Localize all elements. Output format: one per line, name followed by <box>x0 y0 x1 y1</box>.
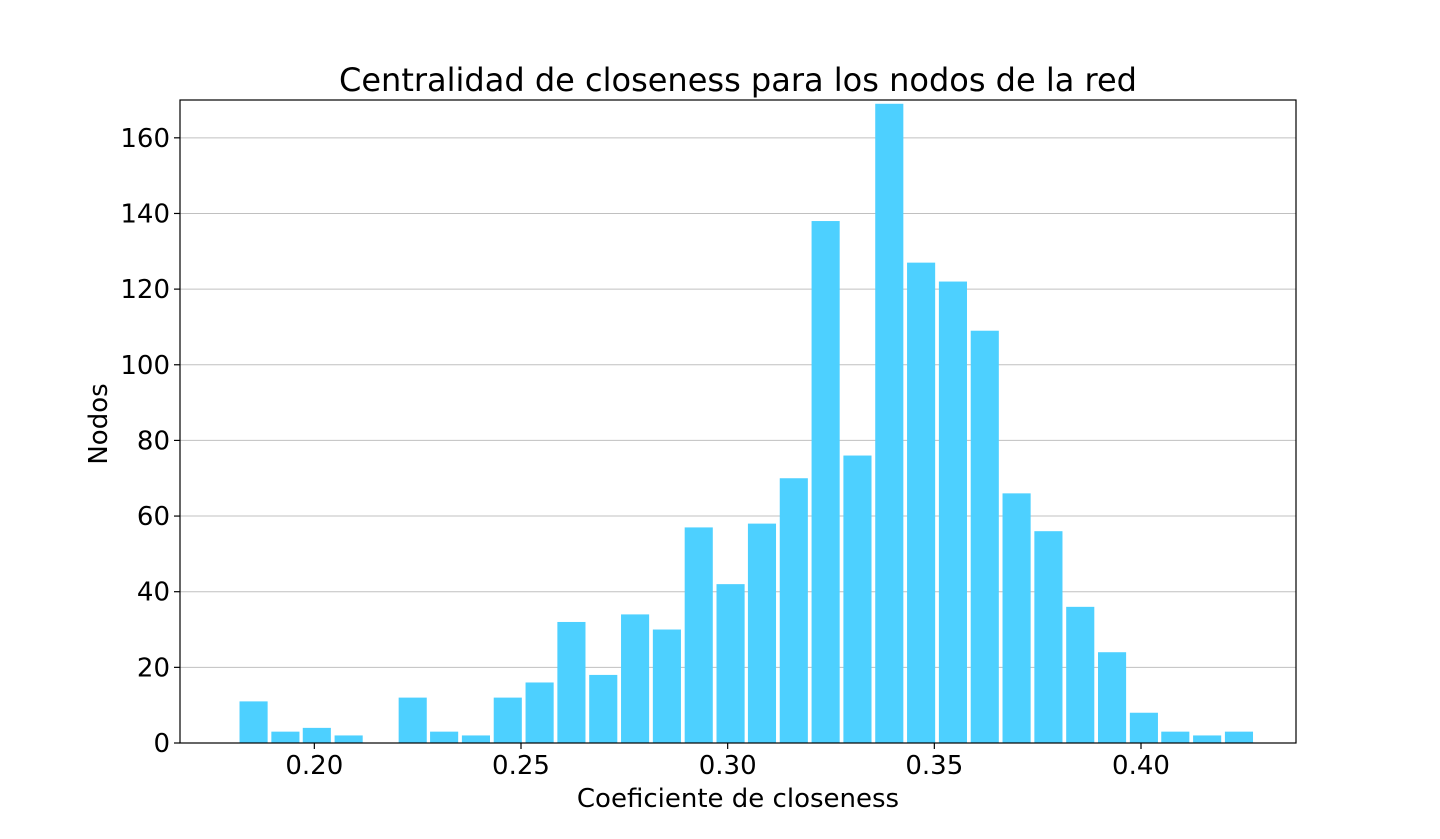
bar <box>1193 735 1222 743</box>
bar <box>1034 531 1063 743</box>
bar <box>779 478 808 743</box>
y-tick-label: 0 <box>153 729 170 759</box>
x-axis-label: Coeficiente de closeness <box>577 784 899 814</box>
bar <box>811 221 840 744</box>
bar <box>652 629 681 743</box>
x-tick-label: 0.20 <box>285 751 343 781</box>
bar <box>970 330 999 743</box>
bar <box>493 697 522 743</box>
bar <box>1161 731 1190 743</box>
bar <box>461 735 490 743</box>
bar <box>1098 652 1127 743</box>
bar <box>621 614 650 743</box>
y-axis-label: Nodos <box>84 383 114 464</box>
y-tick-label: 40 <box>137 578 170 608</box>
y-tick-label: 60 <box>137 502 170 532</box>
bar <box>525 682 554 743</box>
bar <box>684 527 713 743</box>
bar <box>1129 712 1158 743</box>
bar <box>907 262 936 743</box>
bar <box>302 727 331 743</box>
bar <box>716 584 745 743</box>
y-tick-label: 160 <box>120 124 170 154</box>
bar <box>398 697 427 743</box>
bar <box>557 621 586 743</box>
bar <box>875 103 904 743</box>
y-tick-label: 80 <box>137 426 170 456</box>
y-tick-label: 140 <box>120 199 170 229</box>
bar <box>1224 731 1254 743</box>
bar <box>271 731 300 743</box>
bar <box>938 281 967 743</box>
bar <box>239 701 268 743</box>
x-tick-label: 0.35 <box>905 751 963 781</box>
bar <box>334 735 363 743</box>
bar <box>589 674 618 743</box>
bar <box>747 523 777 743</box>
x-tick-label: 0.40 <box>1112 751 1170 781</box>
bar <box>843 455 872 743</box>
plot-frame <box>179 99 1297 744</box>
bars <box>239 103 1254 744</box>
y-ticks: 0 20 40 60 80 100 120 140 160 <box>120 124 180 759</box>
chart-title: Centralidad de closeness para los nodos … <box>339 61 1137 99</box>
bar <box>1066 606 1095 743</box>
y-tick-label: 100 <box>120 351 170 381</box>
bar <box>430 731 459 743</box>
y-tick-label: 20 <box>137 653 170 683</box>
x-ticks: 0.20 0.25 0.30 0.35 0.40 <box>285 743 1170 781</box>
bar <box>1002 493 1031 743</box>
x-tick-label: 0.25 <box>492 751 550 781</box>
y-tick-label: 120 <box>120 275 170 305</box>
x-tick-label: 0.30 <box>699 751 757 781</box>
